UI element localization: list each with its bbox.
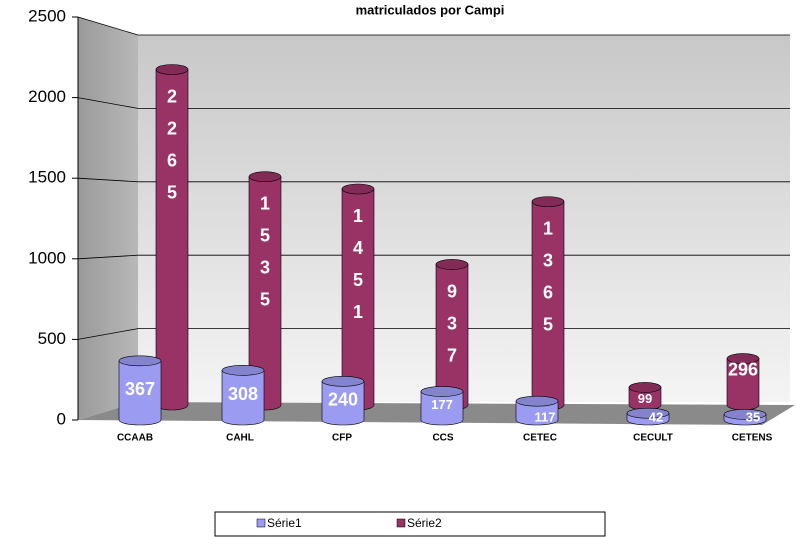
- y-tick-label: 1500: [28, 168, 66, 187]
- data-label: 42: [649, 409, 663, 424]
- bar-top: [118, 355, 162, 367]
- x-tick-label: CFP: [332, 433, 352, 444]
- bar-top: [435, 259, 469, 270]
- x-tick-label: CCS: [432, 433, 453, 444]
- bar-top: [321, 376, 365, 387]
- grid-line: [77, 16, 790, 36]
- bar: [420, 386, 464, 426]
- x-tick-label: CAHL: [226, 433, 254, 444]
- x-tick-label: CETENS: [732, 433, 773, 444]
- bar-body: [420, 391, 464, 426]
- y-tick-label: 1000: [28, 248, 66, 267]
- grid-line: [77, 97, 790, 109]
- bar: [723, 409, 767, 426]
- bar-top: [726, 353, 760, 364]
- bar-top: [221, 365, 265, 376]
- bar-top: [515, 395, 559, 407]
- data-label: 296: [728, 359, 758, 379]
- bar: [628, 382, 662, 411]
- bar-body: [321, 381, 365, 426]
- y-tick-label: 2000: [28, 87, 66, 106]
- x-tick-label: CETEC: [523, 433, 557, 444]
- legend-swatch: [256, 518, 266, 528]
- bar-top: [626, 407, 670, 419]
- y-tick-label: 0: [57, 409, 66, 428]
- bar: [626, 407, 670, 426]
- chart-title: matriculados por Campi: [356, 2, 505, 17]
- data-label: 308: [228, 384, 258, 404]
- legend: [214, 511, 606, 537]
- grid-line: [77, 177, 790, 183]
- data-label: 367: [125, 379, 155, 399]
- bar-top: [420, 386, 464, 397]
- bar: [515, 395, 559, 426]
- bar-top: [628, 382, 662, 393]
- data-label: 240: [328, 389, 358, 409]
- bar-body: [515, 400, 559, 426]
- bar: [321, 376, 365, 426]
- bar: [435, 259, 469, 411]
- bar: [155, 64, 189, 411]
- x-tick-label: CECULT: [633, 433, 673, 444]
- bar-body: [118, 360, 162, 426]
- legend-label: Série2: [407, 516, 442, 530]
- bar-top: [531, 196, 565, 207]
- bar: [118, 355, 162, 426]
- bar-top: [248, 171, 282, 182]
- x-tick-label: CCAAB: [117, 433, 153, 444]
- y-tick-label: 2500: [28, 6, 66, 25]
- grid-line: [77, 328, 790, 340]
- data-label: 99: [638, 391, 652, 406]
- y-tick-label: 500: [38, 329, 66, 348]
- bar-body: [221, 370, 265, 426]
- grid-line: [77, 254, 790, 260]
- bar-top: [341, 183, 375, 195]
- data-label: 35: [746, 409, 760, 424]
- legend-label: Série1: [267, 516, 302, 530]
- bar-top: [155, 64, 189, 75]
- bar: [221, 365, 265, 426]
- data-label: 117: [535, 409, 556, 424]
- bar-top: [723, 409, 767, 420]
- legend-swatch: [396, 518, 406, 528]
- bar: [248, 171, 282, 411]
- data-label: 177: [431, 397, 453, 412]
- side-wall: [78, 17, 138, 420]
